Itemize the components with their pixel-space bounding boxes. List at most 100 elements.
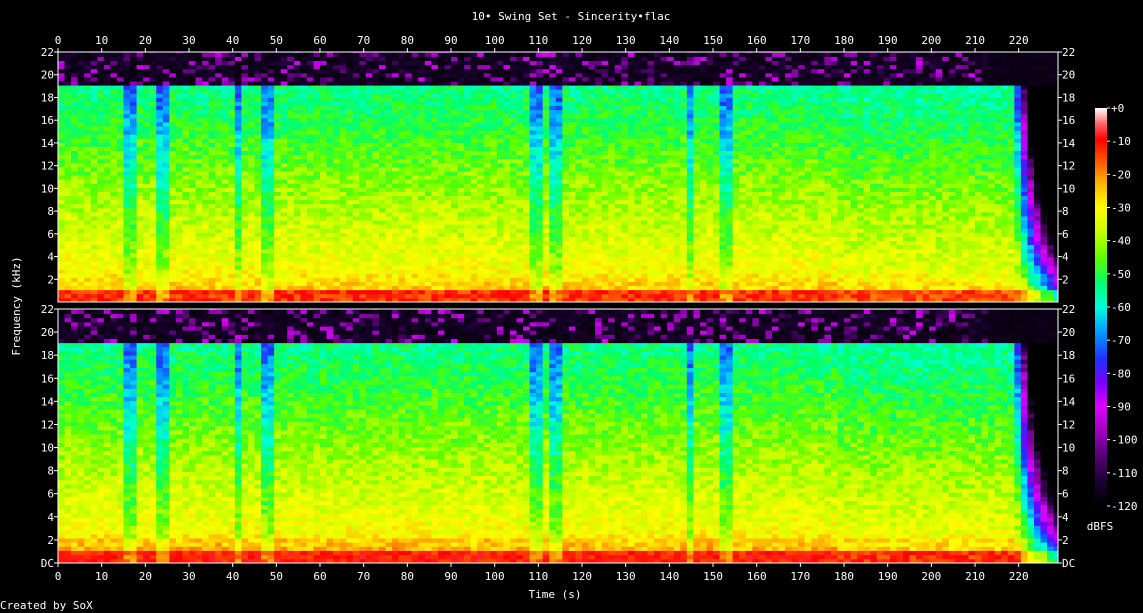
spectrogram-cell	[202, 187, 210, 192]
spectrogram-cell	[182, 64, 190, 70]
spectrogram-cell	[503, 150, 511, 156]
spectrogram-cell	[405, 179, 413, 184]
spectrogram-cell	[130, 158, 137, 164]
spectrogram-cell	[175, 269, 183, 274]
spectrogram-cell	[247, 109, 255, 115]
spectrogram-cell	[477, 289, 485, 295]
spectrogram-cell	[503, 220, 511, 225]
spectrogram-cell	[175, 158, 183, 164]
spectrogram-cell	[77, 89, 85, 94]
spectrogram-cell	[582, 289, 589, 295]
spectrogram-cell	[136, 281, 144, 287]
spectrogram-cell	[130, 130, 137, 135]
spectrogram-cell	[280, 117, 288, 123]
spectrogram-cell	[280, 183, 288, 188]
spectrogram-cell	[320, 60, 327, 66]
spectrogram-cell	[71, 273, 79, 278]
spectrogram-cell	[136, 240, 144, 246]
spectrogram-cell	[333, 146, 341, 152]
spectrogram-cell	[490, 269, 498, 274]
spectrogram-cell	[234, 97, 242, 102]
spectrogram-cell	[58, 109, 65, 115]
spectrogram-cell	[457, 269, 465, 274]
spectrogram-cell	[175, 81, 183, 86]
spectrogram-cell	[359, 162, 367, 168]
spectrogram-cell	[451, 81, 458, 86]
spectrogram-cell	[346, 220, 354, 225]
spectrogram-cell	[195, 269, 203, 274]
spectrogram-cell	[90, 97, 98, 102]
spectrogram-cell	[385, 158, 393, 164]
spectrogram-cell	[431, 68, 439, 74]
spectrogram-cell	[241, 265, 249, 270]
spectrogram-cell	[320, 293, 327, 299]
spectrogram-cell	[536, 142, 544, 147]
spectrogram-cell	[77, 105, 85, 111]
spectrogram-cell	[437, 130, 445, 135]
spectrogram-cell	[149, 179, 157, 184]
spectrogram-cell	[234, 101, 242, 107]
spectrogram-cell	[130, 72, 137, 78]
spectrogram-cell	[215, 261, 223, 266]
spectrogram-cell	[261, 179, 269, 184]
spectrogram-cell	[477, 224, 485, 229]
spectrogram-cell	[424, 89, 432, 94]
spectrogram-cell	[359, 146, 367, 152]
spectrogram-cell	[398, 195, 406, 201]
spectrogram-cell	[103, 248, 111, 254]
spectrogram-cell	[182, 203, 190, 209]
spectrogram-cell	[516, 195, 524, 201]
spectrogram-cell	[208, 224, 216, 229]
spectrogram-cell	[274, 195, 282, 201]
spectrogram-cell	[575, 228, 583, 233]
spectrogram-cell	[175, 252, 183, 258]
spectrogram-cell	[372, 269, 380, 274]
spectrogram-cell	[103, 269, 111, 274]
spectrogram-cell	[116, 171, 124, 176]
spectrogram-cell	[77, 203, 85, 209]
spectrogram-cell	[437, 265, 445, 270]
spectrogram-cell	[136, 138, 144, 143]
spectrogram-cell	[555, 265, 563, 270]
spectrogram-cell	[483, 257, 491, 262]
spectrogram-cell	[175, 273, 183, 278]
spectrogram-cell	[451, 257, 458, 262]
spectrogram-cell	[411, 257, 419, 262]
spectrogram-cell	[326, 138, 334, 143]
spectrogram-cell	[116, 130, 124, 135]
spectrogram-cell	[385, 81, 393, 86]
spectrogram-cell	[287, 81, 295, 86]
spectrogram-cell	[437, 89, 445, 94]
spectrogram-cell	[58, 240, 65, 246]
spectrogram-cell	[189, 240, 196, 246]
spectrogram-cell	[64, 220, 72, 225]
spectrogram-cell	[149, 224, 157, 229]
spectrogram-cell	[84, 293, 92, 299]
spectrogram-cell	[333, 89, 341, 94]
spectrogram-cell	[77, 257, 85, 262]
spectrogram-cell	[457, 240, 465, 246]
spectrogram-cell	[84, 183, 92, 188]
spectrogram-cell	[346, 150, 354, 156]
spectrogram-cell	[509, 158, 517, 164]
spectrogram-cell	[516, 142, 524, 147]
spectrogram-cell	[444, 167, 452, 172]
spectrogram-cell	[175, 142, 183, 147]
spectrogram-cell	[287, 126, 295, 131]
spectrogram-cell	[300, 109, 308, 115]
spectrogram-cell	[346, 199, 354, 205]
spectrogram-cell	[451, 158, 458, 164]
spectrogram-cell	[359, 105, 367, 111]
spectrogram-cell	[189, 228, 196, 233]
spectrogram-cell	[372, 240, 380, 246]
spectrogram-cell	[123, 175, 131, 180]
spectrogram-cell	[221, 297, 229, 303]
spectrogram-cell	[300, 183, 308, 188]
spectrogram-cell	[496, 105, 504, 111]
spectrogram-cell	[189, 72, 196, 78]
spectrogram-cell	[372, 187, 380, 192]
spectrogram-cell	[431, 199, 439, 205]
spectrogram-cell	[378, 191, 386, 197]
spectrogram-cell	[130, 77, 137, 82]
spectrogram-cell	[261, 85, 269, 90]
